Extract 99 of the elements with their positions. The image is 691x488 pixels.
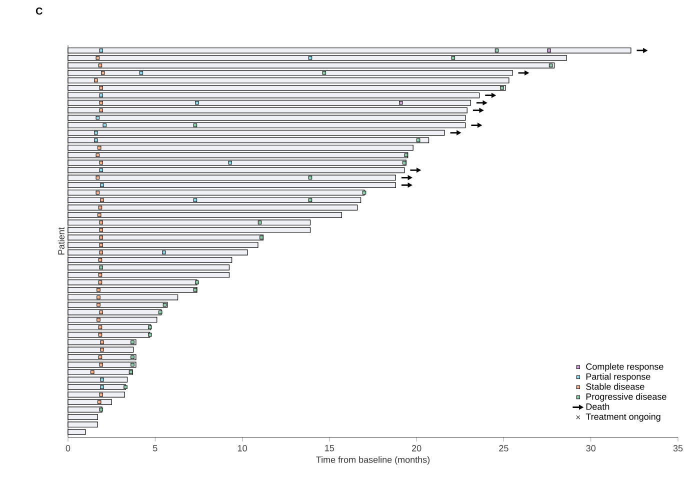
point bbox=[100, 183, 104, 187]
point bbox=[98, 325, 102, 330]
point bbox=[98, 280, 102, 284]
point bbox=[94, 138, 98, 142]
point bbox=[94, 78, 98, 82]
point bbox=[130, 340, 134, 344]
point bbox=[260, 236, 264, 240]
point bbox=[193, 288, 198, 292]
point bbox=[99, 408, 103, 412]
point bbox=[308, 198, 312, 202]
point bbox=[98, 206, 102, 210]
point bbox=[99, 266, 103, 270]
point bbox=[500, 86, 504, 90]
point bbox=[90, 370, 94, 374]
point bbox=[99, 243, 103, 247]
point bbox=[96, 318, 100, 322]
point bbox=[99, 362, 103, 367]
point bbox=[148, 325, 152, 330]
x-tick-label: 0 bbox=[66, 445, 70, 452]
legend-label: Complete response bbox=[586, 363, 664, 372]
point bbox=[98, 400, 102, 404]
point bbox=[98, 64, 102, 68]
point bbox=[99, 228, 103, 232]
point bbox=[100, 348, 104, 352]
point bbox=[98, 258, 102, 262]
point bbox=[96, 295, 100, 300]
point bbox=[494, 48, 499, 52]
point bbox=[162, 250, 166, 254]
point bbox=[98, 332, 102, 337]
x-tick-label: 10 bbox=[238, 445, 247, 452]
x-tick-label: 15 bbox=[325, 445, 334, 452]
y-axis-title: Patient bbox=[58, 227, 64, 255]
point bbox=[139, 71, 144, 75]
point bbox=[99, 168, 103, 172]
point bbox=[99, 86, 103, 90]
point bbox=[96, 190, 100, 194]
point bbox=[96, 153, 100, 158]
x-tick-label: 35 bbox=[673, 445, 683, 452]
legend-label: Stable disease bbox=[586, 383, 644, 390]
point bbox=[96, 288, 100, 292]
point bbox=[102, 123, 106, 128]
point bbox=[162, 302, 167, 307]
point bbox=[362, 190, 366, 194]
point bbox=[308, 56, 312, 60]
point bbox=[193, 123, 198, 128]
point bbox=[128, 370, 133, 374]
point bbox=[100, 340, 104, 344]
legend-label: Partial response bbox=[586, 373, 650, 382]
point bbox=[94, 130, 98, 135]
legend-label: Death bbox=[586, 403, 610, 410]
point bbox=[99, 310, 103, 314]
point bbox=[548, 64, 553, 68]
point bbox=[228, 160, 232, 165]
point bbox=[308, 176, 312, 180]
point bbox=[96, 56, 100, 60]
point bbox=[99, 48, 103, 52]
point bbox=[98, 213, 102, 217]
point bbox=[99, 220, 103, 224]
point bbox=[99, 160, 103, 165]
point bbox=[124, 385, 128, 389]
point bbox=[193, 198, 198, 202]
point bbox=[258, 220, 262, 224]
point bbox=[100, 378, 104, 382]
x-tick-label: 5 bbox=[153, 445, 158, 452]
point bbox=[451, 56, 456, 60]
point bbox=[322, 71, 326, 75]
point bbox=[99, 94, 103, 98]
point bbox=[99, 236, 103, 240]
legend-label: Treatment ongoing bbox=[586, 413, 660, 422]
x-axis-title: Time from baseline (months) bbox=[316, 456, 430, 465]
point bbox=[99, 392, 103, 396]
point bbox=[404, 153, 408, 158]
point bbox=[96, 176, 100, 180]
point bbox=[96, 302, 100, 307]
point bbox=[195, 100, 199, 105]
point bbox=[101, 71, 105, 75]
point bbox=[130, 362, 134, 367]
point bbox=[100, 198, 104, 202]
point bbox=[98, 355, 102, 360]
x-tick-label: 25 bbox=[499, 445, 508, 452]
point bbox=[158, 310, 162, 314]
legend-label: Progressive disease bbox=[586, 393, 666, 402]
point bbox=[98, 273, 102, 277]
point bbox=[547, 48, 551, 52]
point bbox=[148, 332, 152, 337]
point bbox=[100, 385, 104, 389]
point bbox=[96, 116, 100, 120]
point bbox=[130, 355, 134, 360]
point bbox=[399, 100, 403, 105]
point bbox=[99, 250, 103, 254]
point bbox=[416, 138, 420, 142]
x-tick-label: 20 bbox=[412, 445, 422, 452]
point bbox=[402, 160, 406, 165]
point bbox=[99, 100, 103, 105]
point bbox=[99, 108, 103, 112]
point bbox=[195, 280, 199, 284]
point bbox=[98, 146, 102, 150]
chart-title: C bbox=[36, 8, 42, 15]
x-tick-label: 30 bbox=[586, 445, 596, 452]
